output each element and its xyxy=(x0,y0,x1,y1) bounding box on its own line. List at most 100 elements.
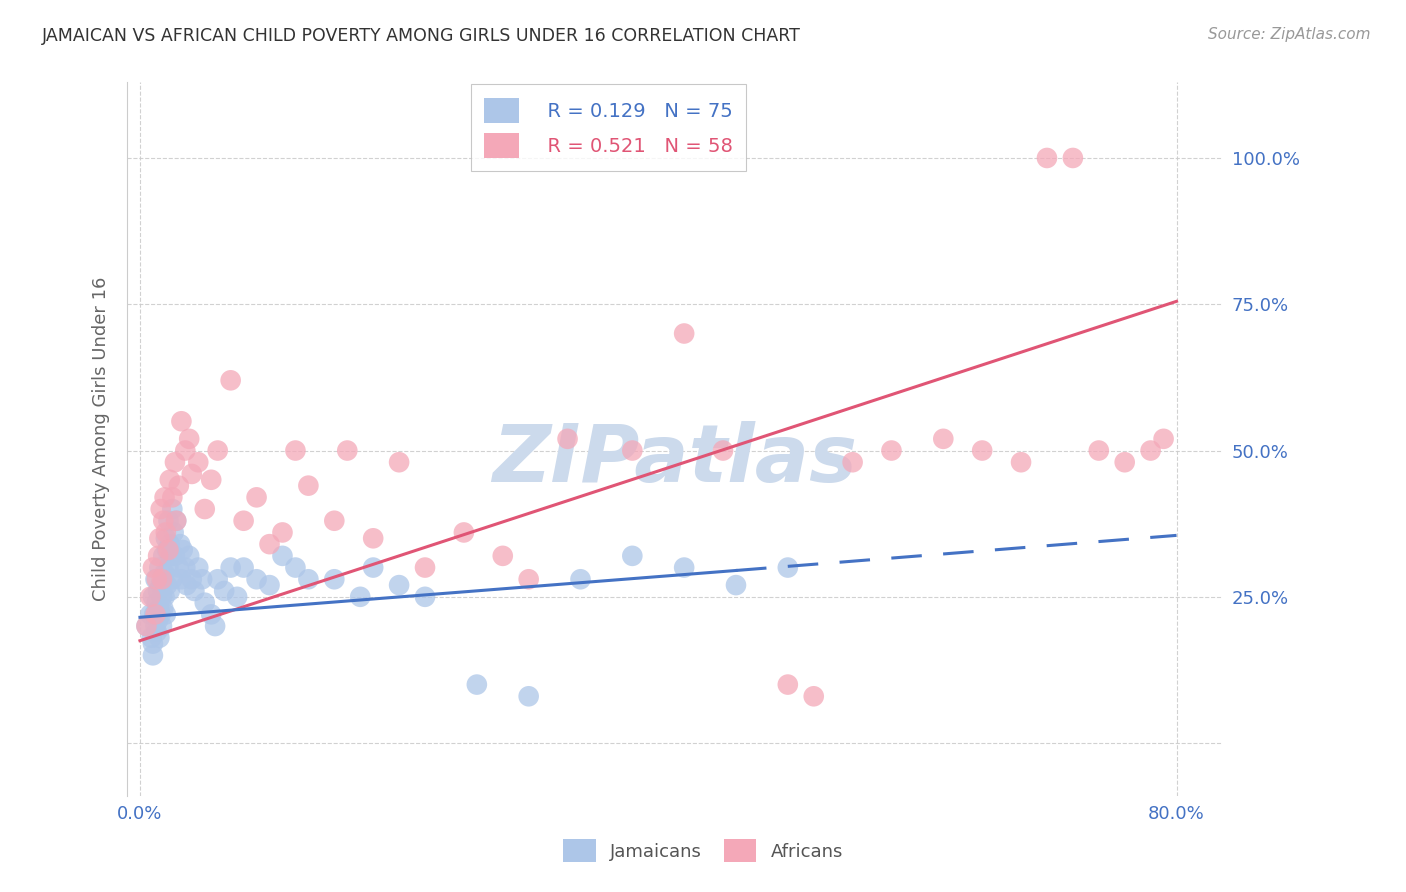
Point xyxy=(1153,432,1175,446)
Point xyxy=(146,549,169,563)
Point xyxy=(180,467,202,481)
Point xyxy=(152,549,174,563)
Point xyxy=(142,648,165,663)
Point xyxy=(492,549,515,563)
Point xyxy=(153,491,176,505)
Point xyxy=(204,619,226,633)
Point xyxy=(145,572,167,586)
Point xyxy=(149,578,172,592)
Point xyxy=(232,560,254,574)
Point xyxy=(153,566,176,581)
Point xyxy=(194,596,217,610)
Point xyxy=(155,607,177,622)
Point xyxy=(453,525,475,540)
Point xyxy=(259,537,281,551)
Point xyxy=(176,578,198,592)
Y-axis label: Child Poverty Among Girls Under 16: Child Poverty Among Girls Under 16 xyxy=(93,277,110,601)
Point xyxy=(165,514,187,528)
Point xyxy=(972,443,994,458)
Point xyxy=(135,619,157,633)
Point xyxy=(361,531,384,545)
Point xyxy=(711,443,734,458)
Point xyxy=(167,560,190,574)
Text: ZIPatlas: ZIPatlas xyxy=(492,421,856,500)
Point xyxy=(932,432,955,446)
Point xyxy=(143,607,166,622)
Point xyxy=(880,443,903,458)
Point xyxy=(724,578,747,592)
Point xyxy=(160,549,183,563)
Point xyxy=(191,572,214,586)
Point xyxy=(517,690,540,704)
Point xyxy=(155,525,177,540)
Point xyxy=(621,549,644,563)
Point xyxy=(162,572,184,586)
Point xyxy=(212,584,235,599)
Point xyxy=(149,502,172,516)
Point xyxy=(245,491,267,505)
Point xyxy=(156,543,179,558)
Point xyxy=(841,455,863,469)
Point xyxy=(146,596,169,610)
Point xyxy=(336,443,359,458)
Point xyxy=(803,690,825,704)
Point xyxy=(187,560,209,574)
Point xyxy=(388,578,411,592)
Point xyxy=(297,572,319,586)
Point xyxy=(162,502,184,516)
Point xyxy=(621,443,644,458)
Point xyxy=(148,560,170,574)
Point xyxy=(157,543,180,558)
Point xyxy=(673,326,696,341)
Point xyxy=(146,572,169,586)
Point xyxy=(148,601,170,615)
Point xyxy=(174,443,197,458)
Point xyxy=(226,590,249,604)
Point xyxy=(183,584,205,599)
Point xyxy=(232,514,254,528)
Point xyxy=(388,455,411,469)
Point xyxy=(1036,151,1059,165)
Point xyxy=(150,590,173,604)
Point xyxy=(180,572,202,586)
Point xyxy=(259,578,281,592)
Point xyxy=(1010,455,1032,469)
Point xyxy=(271,549,294,563)
Point xyxy=(284,560,307,574)
Point xyxy=(148,631,170,645)
Point xyxy=(142,637,165,651)
Point xyxy=(776,677,799,691)
Legend:   R = 0.129   N = 75,   R = 0.521   N = 58: R = 0.129 N = 75, R = 0.521 N = 58 xyxy=(471,85,747,171)
Point xyxy=(179,549,201,563)
Point xyxy=(150,572,173,586)
Point xyxy=(159,537,181,551)
Point xyxy=(152,572,174,586)
Point xyxy=(142,560,165,574)
Point xyxy=(157,560,180,574)
Point xyxy=(179,432,201,446)
Point xyxy=(156,578,179,592)
Point xyxy=(146,584,169,599)
Point xyxy=(155,531,177,545)
Text: Source: ZipAtlas.com: Source: ZipAtlas.com xyxy=(1208,27,1371,42)
Point xyxy=(142,590,165,604)
Point xyxy=(146,613,169,627)
Point xyxy=(163,525,186,540)
Point xyxy=(194,502,217,516)
Point xyxy=(245,572,267,586)
Point xyxy=(413,560,436,574)
Point xyxy=(413,590,436,604)
Point xyxy=(170,414,193,428)
Point xyxy=(150,619,173,633)
Point xyxy=(153,590,176,604)
Point xyxy=(297,478,319,492)
Point xyxy=(361,560,384,574)
Point xyxy=(152,601,174,615)
Point xyxy=(673,560,696,574)
Point xyxy=(139,607,162,622)
Point xyxy=(139,590,162,604)
Point xyxy=(517,572,540,586)
Point xyxy=(207,443,229,458)
Point xyxy=(1139,443,1161,458)
Point xyxy=(148,531,170,545)
